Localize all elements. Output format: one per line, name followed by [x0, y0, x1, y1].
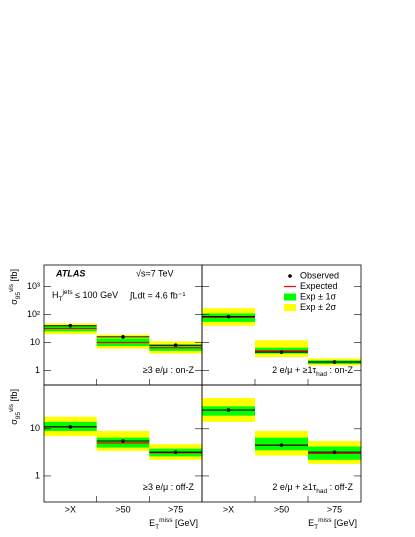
experiment-label: ATLAS: [55, 268, 85, 278]
x-axis-label-sub: T: [155, 524, 159, 531]
panel-label-pre: 2 e/μ + ≥1τ: [272, 365, 316, 375]
y-tick-label: 10³: [27, 281, 40, 291]
observed-point: [121, 439, 125, 443]
y-axis-label-sup: vis: [8, 403, 15, 412]
selection-label: HTjets ≤ 100 GeV: [52, 289, 118, 303]
observed-point: [279, 350, 284, 354]
panel-label-sub: had: [316, 371, 327, 378]
selection-label-post: ≤ 100 GeV: [73, 290, 118, 300]
x-tick-label: >75: [327, 504, 342, 514]
panel-label-pre: ≥3 e/μ : on-Z: [143, 365, 195, 375]
x-axis-label: ETmiss [GeV]: [308, 517, 357, 531]
panel-frame: [201, 384, 362, 503]
panel-label: 2 e/μ + ≥1τhad : off-Z: [272, 482, 353, 495]
observed-point: [226, 314, 231, 319]
legend-marker: [288, 274, 292, 278]
legend-label: Exp ± 2σ: [300, 302, 336, 312]
y-axis-label: σ95vis [fb]: [8, 389, 22, 425]
selection-label-pre: H: [52, 290, 59, 300]
x-tick-label: >75: [168, 504, 183, 514]
y-axis-label-pre: σ: [9, 419, 19, 425]
y-tick-label: 1: [35, 470, 40, 480]
x-tick-label: >X: [65, 504, 76, 514]
panel-label-sub: had: [316, 488, 327, 495]
y-axis-label-pre: σ: [9, 299, 19, 305]
observed-point: [68, 323, 73, 328]
y-tick-label: 10: [30, 337, 40, 347]
y-axis-label-sub: 95: [15, 412, 22, 420]
panel-label: ≥3 e/μ : off-Z: [143, 482, 194, 492]
legend-marker: [284, 304, 296, 311]
x-axis-label-post: [GeV]: [172, 518, 198, 528]
panel-label-pre: 2 e/μ + ≥1τ: [272, 482, 316, 492]
observed-point: [173, 343, 178, 348]
x-tick-label: >50: [274, 504, 289, 514]
observed-point: [121, 335, 125, 339]
observed-point: [226, 408, 231, 412]
panel-label-post: : off-Z: [327, 482, 353, 492]
observed-point: [279, 443, 284, 447]
selection-label-sup: jets: [61, 289, 73, 296]
y-axis-label-sup: vis: [8, 283, 15, 292]
x-tick-label: >50: [115, 504, 130, 514]
x-axis-label-post: [GeV]: [331, 518, 357, 528]
y-tick-label: 10: [30, 423, 40, 433]
y-axis-label-post: [fb]: [9, 389, 19, 404]
observed-point: [173, 450, 178, 454]
observed-point: [68, 425, 73, 429]
observed-point: [332, 360, 337, 364]
panel-label: 2 e/μ + ≥1τhad : on-Z: [272, 365, 353, 378]
observed-point: [332, 450, 337, 454]
legend-label: Observed: [300, 270, 339, 280]
y-tick-label: 10²: [27, 309, 40, 319]
panel-label: ≥3 e/μ : on-Z: [143, 365, 195, 375]
x-axis-label: ETmiss [GeV]: [149, 517, 198, 531]
lumi-label: ∫Ldt = 4.6 fb⁻¹: [129, 290, 186, 300]
energy-label: √s=7 TeV: [136, 268, 174, 278]
x-tick-label: >X: [223, 504, 234, 514]
y-axis-label: σ95vis [fb]: [8, 269, 22, 305]
y-axis-label-sub: 95: [15, 292, 22, 300]
x-axis-label-sub: T: [314, 524, 318, 531]
selection-label-sub: T: [59, 296, 63, 303]
panel-label-pre: ≥3 e/μ : off-Z: [143, 482, 194, 492]
x-axis-label-sup: miss: [159, 517, 173, 524]
legend-marker: [284, 293, 296, 301]
y-tick-label: 1: [35, 365, 40, 375]
x-axis-label-pre: E: [149, 518, 155, 528]
panel-label-post: : on-Z: [327, 365, 354, 375]
legend-label: Exp ± 1σ: [300, 291, 336, 301]
x-axis-label-sup: miss: [318, 517, 332, 524]
y-axis-label-post: [fb]: [9, 269, 19, 284]
x-axis-label-pre: E: [308, 518, 314, 528]
legend-label: Expected: [300, 281, 338, 291]
